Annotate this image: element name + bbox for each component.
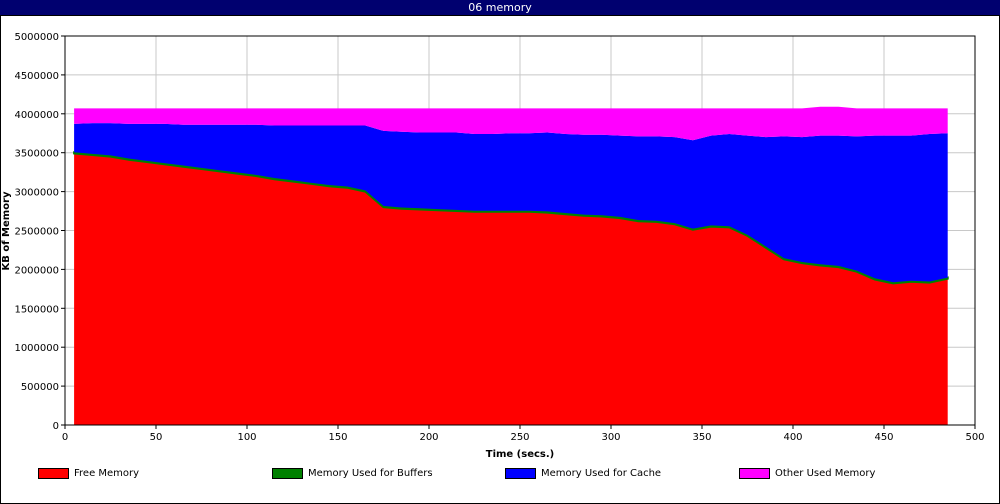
y-tick-label: 5000000 xyxy=(14,32,59,43)
x-tick-label: 100 xyxy=(237,432,256,443)
legend-swatch xyxy=(505,467,536,479)
legend-label: Other Used Memory xyxy=(775,467,876,479)
legend-label: Memory Used for Buffers xyxy=(308,467,433,479)
x-tick-label: 350 xyxy=(692,432,711,443)
legend-item-memory-used-for-buffers: Memory Used for Buffers xyxy=(272,466,433,480)
x-axis-label: Time (secs.) xyxy=(486,449,555,460)
chart-window-title: 06 memory xyxy=(0,0,1000,15)
legend-item-memory-used-for-cache: Memory Used for Cache xyxy=(505,466,661,480)
x-tick-label: 450 xyxy=(874,432,893,443)
y-tick-label: 3500000 xyxy=(14,149,59,160)
legend-label: Memory Used for Cache xyxy=(541,467,662,479)
y-axis-label: KB of Memory xyxy=(1,191,12,271)
y-tick-label: 2500000 xyxy=(14,227,59,238)
chart-legend: Free Memory Memory Used for Buffers Memory… xyxy=(0,466,1000,482)
y-tick-label: 1000000 xyxy=(14,343,59,354)
legend-swatch xyxy=(38,467,69,479)
y-tick-label: 4000000 xyxy=(14,110,59,121)
y-tick-label: 3000000 xyxy=(14,188,59,199)
y-tick-label: 2000000 xyxy=(14,265,59,276)
x-tick-label: 400 xyxy=(783,432,802,443)
x-axis-ticks: 0 50 100 150 200 250 300 350 400 450 500 xyxy=(62,425,985,443)
y-tick-label: 500000 xyxy=(21,382,59,393)
y-tick-label: 1500000 xyxy=(14,304,59,315)
legend-item-other-used-memory: Other Used Memory xyxy=(739,466,875,480)
x-tick-label: 50 xyxy=(150,432,163,443)
y-tick-label: 4500000 xyxy=(14,71,59,82)
stacked-areas xyxy=(73,106,949,425)
legend-item-free-memory: Free Memory xyxy=(38,466,139,480)
x-tick-label: 0 xyxy=(62,432,68,443)
x-tick-label: 300 xyxy=(601,432,620,443)
x-tick-label: 200 xyxy=(419,432,438,443)
legend-swatch xyxy=(272,467,303,479)
y-axis-ticks: 0 500000 1000000 1500000 2000000 2500000 30000… xyxy=(14,32,65,432)
y-tick-label: 0 xyxy=(53,421,59,432)
area-free-memory xyxy=(74,153,948,425)
x-tick-label: 500 xyxy=(965,432,984,443)
area-memory-used-for-cache xyxy=(74,123,948,283)
legend-swatch xyxy=(739,467,770,479)
legend-label: Free Memory xyxy=(74,467,140,479)
area-memory-used-for-buffers xyxy=(73,151,949,285)
area-other-used-memory xyxy=(74,106,948,141)
x-tick-label: 250 xyxy=(510,432,529,443)
x-tick-label: 150 xyxy=(328,432,347,443)
